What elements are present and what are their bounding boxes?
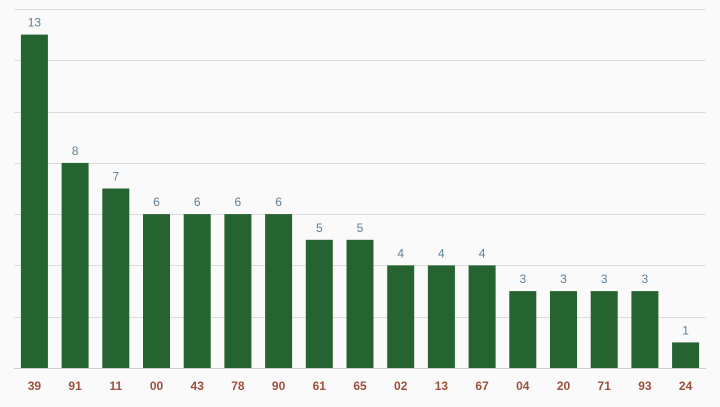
x-tick-label-93: 93: [638, 379, 652, 393]
bar-20[interactable]: [550, 291, 577, 368]
x-tick-label-67: 67: [475, 379, 489, 393]
x-tick-label-11: 11: [109, 379, 122, 393]
data-label-90: 6: [275, 195, 282, 209]
data-label-91: 8: [72, 144, 79, 158]
bar-93[interactable]: [631, 291, 659, 368]
data-label-43: 6: [194, 195, 201, 209]
x-tick-label-02: 02: [394, 379, 408, 393]
x-tick-label-24: 24: [679, 379, 693, 393]
x-tick-label-71: 71: [598, 379, 612, 393]
bar-11[interactable]: [102, 188, 130, 369]
bar-61[interactable]: [305, 239, 333, 368]
data-label-65: 5: [357, 221, 364, 235]
data-label-71: 3: [601, 272, 608, 286]
bar-00[interactable]: [143, 214, 170, 368]
x-tick-label-43: 43: [191, 379, 205, 393]
bars: [20, 34, 700, 369]
bar-78[interactable]: [224, 214, 252, 368]
data-label-20: 3: [560, 272, 567, 286]
x-tick-label-13: 13: [435, 379, 449, 393]
bar-43[interactable]: [183, 214, 211, 368]
data-label-78: 6: [235, 195, 242, 209]
value-labels: 13 8 7 6 6 6 6 5 5 4 4 4 3 3 3 3 1: [28, 16, 690, 338]
bar-65[interactable]: [346, 239, 374, 368]
data-label-00: 6: [153, 195, 160, 209]
x-tick-label-91: 91: [68, 379, 82, 393]
data-label-24: 1: [682, 323, 689, 337]
x-tick-label-65: 65: [353, 379, 367, 393]
data-label-39: 13: [28, 16, 42, 30]
x-tick-label-90: 90: [272, 379, 286, 393]
x-tick-label-20: 20: [557, 379, 571, 393]
bar-90[interactable]: [265, 214, 293, 368]
data-label-13: 4: [438, 246, 445, 260]
data-label-04: 3: [519, 272, 526, 286]
x-tick-labels: 39 91 11 00 43 78 90 61 65 02 13 67 04 20 71 93 24: [28, 379, 693, 393]
x-tick-label-39: 39: [28, 379, 42, 393]
bar-04[interactable]: [509, 291, 537, 368]
x-tick-label-00: 00: [150, 379, 164, 393]
bar-91[interactable]: [61, 162, 89, 368]
data-label-61: 5: [316, 221, 323, 235]
bar-13[interactable]: [427, 265, 455, 368]
bar-67[interactable]: [468, 265, 496, 368]
bar-24[interactable]: [672, 342, 700, 368]
data-label-93: 3: [642, 272, 649, 286]
bar-02[interactable]: [387, 265, 415, 368]
data-label-11: 7: [112, 170, 119, 184]
bar-71[interactable]: [590, 291, 618, 368]
x-tick-label-61: 61: [313, 379, 327, 393]
data-label-67: 4: [479, 246, 486, 260]
x-tick-label-04: 04: [516, 379, 530, 393]
x-tick-label-78: 78: [231, 379, 245, 393]
data-label-02: 4: [397, 246, 404, 260]
bar-39[interactable]: [20, 34, 48, 368]
